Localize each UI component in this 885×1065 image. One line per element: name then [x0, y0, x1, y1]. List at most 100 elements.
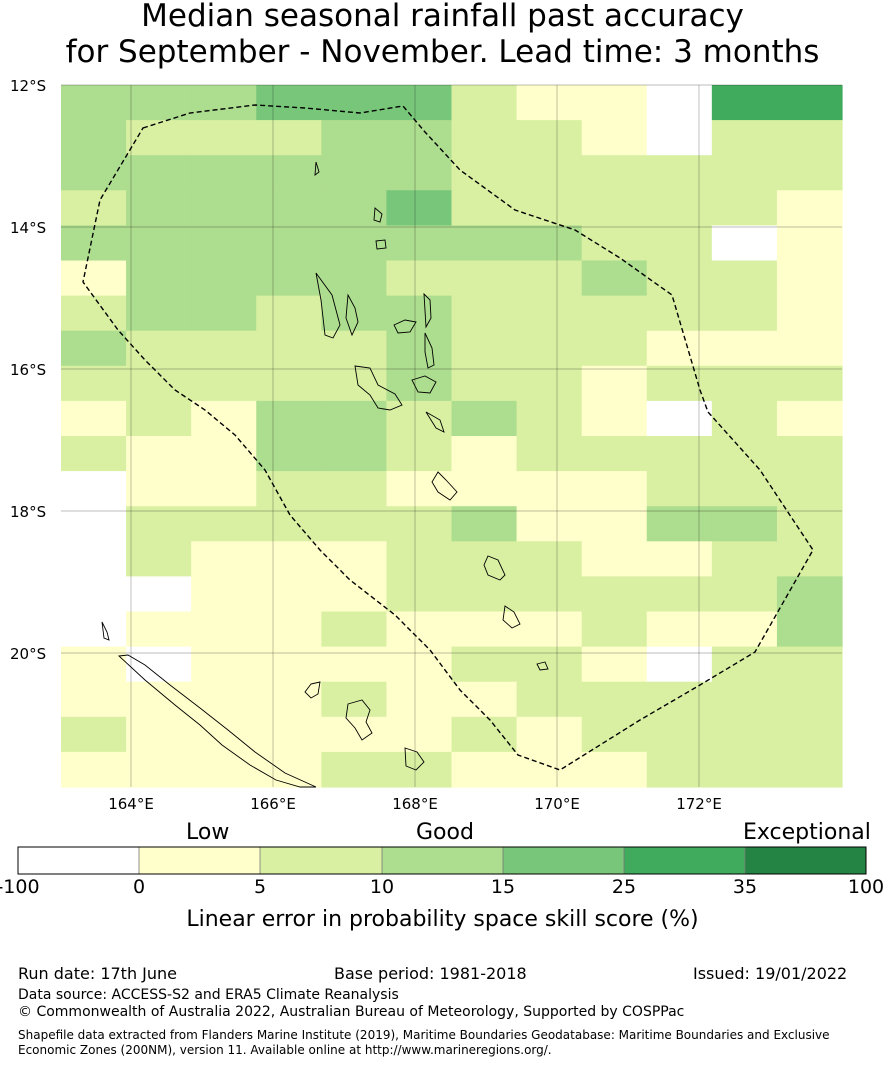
grid-cell	[256, 541, 322, 577]
data-source: Data source: ACCESS-S2 and ERA5 Climate …	[18, 987, 399, 1003]
grid-cell	[776, 611, 843, 648]
skill-grid	[61, 85, 843, 788]
grid-cell	[581, 260, 648, 297]
grid-cell	[581, 330, 648, 367]
grid-cell	[646, 260, 713, 297]
grid-cell	[581, 471, 648, 507]
grid-cell	[451, 681, 518, 718]
colorbar-tick: 0	[132, 876, 146, 898]
grid-cell	[451, 190, 518, 226]
colorbar-tick: 35	[732, 876, 758, 898]
latitude-label: 20°S	[10, 645, 46, 663]
grid-cell	[776, 260, 843, 297]
grid-cell	[321, 295, 388, 332]
grid-cell	[711, 436, 778, 472]
grid-cell	[711, 576, 778, 613]
grid-cell	[581, 295, 648, 332]
grid-cell	[126, 541, 192, 577]
grid-cell	[61, 576, 127, 613]
grid-cell	[126, 751, 192, 788]
island-outline	[117, 654, 317, 788]
grid-cell	[711, 295, 778, 332]
grid-cell	[776, 155, 843, 191]
grid-cell	[451, 576, 518, 613]
grid-cell	[191, 365, 257, 402]
grid-cell	[516, 155, 583, 191]
grid-cell	[581, 400, 648, 437]
base-period: Base period: 1981-2018	[334, 964, 527, 983]
colorbar-swatch	[503, 847, 624, 874]
grid-cell	[191, 225, 257, 262]
grid-cell	[516, 541, 583, 577]
grid-cell	[451, 330, 518, 367]
grid-cell	[321, 576, 388, 613]
colorbar-swatch	[18, 847, 139, 874]
longitude-label: 166°E	[250, 795, 296, 813]
colorbar-swatch	[260, 847, 382, 874]
island-outline	[425, 411, 445, 433]
grid-cell	[256, 681, 322, 718]
grid-cell	[776, 541, 843, 577]
longitude-label: 172°E	[676, 795, 722, 813]
colorbar-outline	[17, 846, 867, 875]
grid-cell	[451, 295, 518, 332]
longitude-label: 170°E	[534, 795, 580, 813]
grid-cell	[386, 436, 453, 472]
grid-cell	[516, 365, 583, 402]
grid-cell	[386, 330, 453, 367]
grid-cell	[126, 400, 192, 437]
grid-cell	[256, 506, 322, 542]
grid-cell	[191, 576, 257, 613]
grid-cell	[776, 471, 843, 507]
grid-cell	[126, 471, 192, 507]
grid-cell	[646, 190, 713, 226]
grid-cell	[646, 576, 713, 613]
grid-cell	[516, 330, 583, 367]
grid-cell	[386, 225, 453, 262]
grid-cell	[516, 716, 583, 753]
grid-cell	[61, 541, 127, 577]
grid-cell	[386, 260, 453, 297]
latitude-label: 16°S	[10, 361, 46, 379]
island-outline	[431, 471, 458, 501]
grid-cell	[61, 611, 127, 648]
shapefile-credit-line-2: Economic Zones (200NM), version 11. Avai…	[18, 1043, 552, 1057]
grid-cell	[711, 646, 778, 683]
grid-cell	[711, 611, 778, 648]
grid-cell	[321, 85, 388, 121]
grid-cell	[451, 225, 518, 262]
grid-cell	[776, 190, 843, 226]
grid-cell	[191, 681, 257, 718]
grid-cell	[451, 471, 518, 507]
grid-cell	[126, 365, 192, 402]
grid-cell	[126, 576, 192, 613]
grid-cell	[386, 295, 453, 332]
island-outline	[314, 161, 320, 176]
grid-cell	[516, 436, 583, 472]
grid-cell	[386, 365, 453, 402]
grid-cell	[126, 330, 192, 367]
grid-cell	[711, 541, 778, 577]
colorbar-tick: 5	[253, 876, 267, 898]
grid-cell	[61, 120, 127, 156]
grid-cell	[61, 400, 127, 437]
grid-cell	[386, 85, 453, 121]
colorbar-swatch	[382, 847, 503, 874]
colorbar-tick: 10	[369, 876, 395, 898]
latitude-label: 18°S	[10, 503, 46, 521]
grid-cell	[256, 295, 322, 332]
grid-cell	[646, 506, 713, 542]
grid-cell	[711, 330, 778, 367]
grid-cell	[646, 611, 713, 648]
grid-cell	[321, 436, 388, 472]
grid-cell	[256, 85, 322, 121]
grid-cell	[61, 85, 127, 121]
copyright: © Commonwealth of Australia 2022, Austra…	[18, 1004, 685, 1020]
grid-cell	[711, 400, 778, 437]
chart-title-line-1: Median seasonal rainfall past accuracy	[141, 0, 744, 34]
grid-cell	[451, 646, 518, 683]
colorbar-swatch	[745, 847, 866, 874]
grid-cell	[321, 751, 388, 788]
grid-cell	[516, 506, 583, 542]
grid-cell	[61, 155, 127, 191]
